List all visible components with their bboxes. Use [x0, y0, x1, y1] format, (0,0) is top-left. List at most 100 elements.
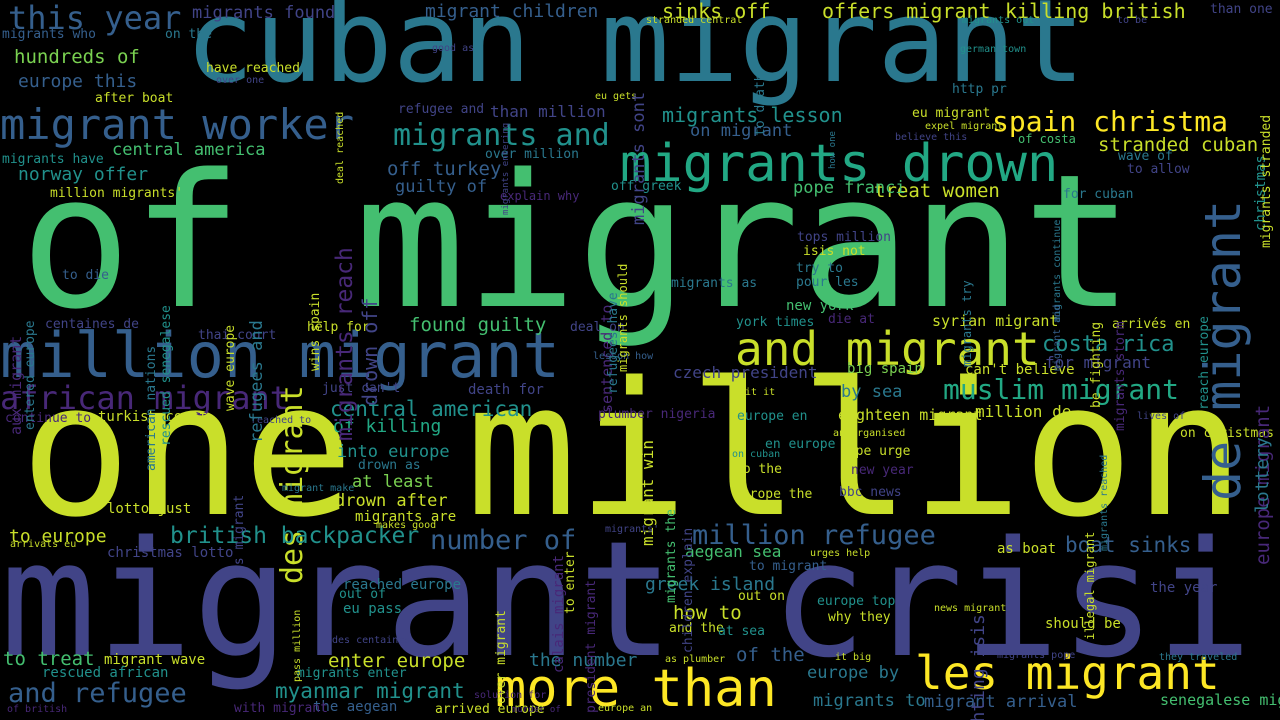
- cloud-word: lottery: [1252, 437, 1273, 513]
- cloud-word: pope franci: [793, 178, 906, 198]
- cloud-word: of migrant: [20, 134, 1134, 350]
- cloud-word: into europe: [337, 442, 450, 462]
- cloud-word: to europe: [9, 526, 107, 547]
- cloud-word: czech president: [673, 363, 818, 382]
- cloud-word: to enter: [563, 551, 578, 614]
- cloud-word: guilty of: [395, 177, 488, 197]
- cloud-word: bbc news: [839, 485, 902, 500]
- cloud-word: this year: [8, 0, 182, 37]
- cloud-word: costa rica: [1042, 332, 1175, 357]
- cloud-word: on cuban: [732, 449, 781, 460]
- cloud-word: as boat: [997, 541, 1057, 557]
- cloud-word: hit it: [739, 387, 776, 398]
- cloud-word: murder of: [512, 705, 561, 715]
- cloud-word: plumber nigeria: [598, 407, 716, 422]
- cloud-word: migrants sont: [629, 92, 649, 226]
- cloud-word: by sea: [841, 382, 903, 402]
- cloud-word: migrants the: [664, 509, 679, 603]
- cloud-word: british backpacker: [170, 523, 420, 549]
- cloud-word: help for: [307, 320, 370, 335]
- cloud-word: to be: [1117, 15, 1148, 26]
- cloud-word: and migrant: [735, 322, 1040, 376]
- cloud-word: out of: [339, 587, 386, 602]
- cloud-word: des centaines: [332, 635, 411, 646]
- cloud-word: europe by: [807, 663, 900, 683]
- cloud-word: solution for: [474, 690, 547, 701]
- cloud-word: urges help: [810, 548, 871, 559]
- cloud-word: fighting isis: [968, 614, 989, 720]
- cloud-word: spain christma: [992, 105, 1229, 138]
- cloud-word: african migrant: [0, 379, 289, 417]
- cloud-word: europe this: [18, 71, 138, 92]
- cloud-word: drown after: [335, 491, 448, 511]
- cloud-word: senegalese migrant: [1160, 691, 1280, 709]
- cloud-word: muslim migrant: [943, 373, 1180, 406]
- cloud-word: arrivals eu: [10, 539, 77, 550]
- cloud-word: of british: [7, 704, 68, 715]
- cloud-word: more than: [495, 659, 777, 719]
- cloud-word: migrant make: [282, 483, 355, 494]
- cloud-word: try to: [796, 261, 843, 276]
- cloud-word: deal reached: [335, 112, 346, 185]
- cloud-word: aux migrant: [7, 336, 25, 436]
- cloud-word: migrants pope: [997, 650, 1076, 661]
- cloud-word: reached to: [251, 415, 312, 426]
- cloud-word: out on: [738, 589, 785, 604]
- cloud-word: explain why: [500, 189, 580, 203]
- cloud-word: migrants try: [960, 280, 974, 367]
- cloud-word: migrants enter: [297, 666, 407, 681]
- cloud-word: how to: [673, 602, 742, 624]
- cloud-word: europe an: [598, 703, 653, 714]
- cloud-word: drown off: [358, 298, 382, 407]
- cloud-word: europe en: [737, 409, 808, 424]
- cloud-word: christmas lotto: [107, 545, 234, 561]
- cloud-word: an organised: [833, 428, 906, 439]
- cloud-word: isis not: [803, 244, 866, 259]
- cloud-word: over million: [485, 147, 579, 162]
- cloud-word: rescued senegalese: [159, 305, 174, 446]
- cloud-word: to death: [753, 73, 768, 136]
- cloud-word: children explain: [681, 528, 696, 654]
- cloud-word: stranded central: [646, 15, 743, 26]
- cloud-word: die at: [828, 312, 875, 327]
- cloud-word: of costa: [1018, 132, 1076, 146]
- cloud-word: pope urge: [840, 444, 911, 459]
- cloud-word: it big: [835, 652, 872, 663]
- cloud-word: arrivés en: [1112, 317, 1191, 332]
- cloud-word: eu migrant: [912, 106, 991, 121]
- cloud-word: migrants lesson: [662, 103, 843, 127]
- cloud-word: greek island: [645, 574, 776, 595]
- cloud-word: good as: [432, 43, 475, 54]
- cloud-word: refugee and: [398, 102, 485, 117]
- cloud-word: pour les: [796, 275, 859, 290]
- cloud-word: over one: [216, 75, 265, 86]
- cloud-word: migrants to: [813, 691, 926, 711]
- cloud-word: american nations: [144, 346, 159, 472]
- cloud-word: for cuban: [1063, 187, 1134, 202]
- cloud-word: be fighting: [1089, 322, 1104, 409]
- cloud-word: central american: [330, 397, 533, 421]
- cloud-word: stranded cuban: [1098, 134, 1259, 156]
- cloud-word: for migrant: [1045, 353, 1151, 372]
- cloud-word: norway offer: [18, 164, 149, 185]
- cloud-word: refugees have: [606, 292, 621, 394]
- cloud-word: migrant worker: [0, 100, 355, 149]
- cloud-word: killing british: [1005, 0, 1186, 23]
- cloud-word: migrants are: [355, 509, 457, 525]
- cloud-word: rescued african: [42, 665, 169, 681]
- cloud-word: treat women: [874, 180, 1000, 202]
- cloud-word: deal on: [570, 320, 625, 335]
- cloud-word: drown as: [358, 458, 421, 473]
- cloud-word: central america: [112, 140, 266, 160]
- cloud-word: expel migrant: [925, 121, 1004, 132]
- cloud-word: on the: [165, 27, 212, 42]
- cloud-word: wins spain: [308, 293, 323, 372]
- cloud-word: new year: [851, 463, 914, 478]
- cloud-word: they traveled: [1159, 652, 1238, 663]
- cloud-word: centaines de: [45, 317, 139, 332]
- cloud-word: offers migrant: [822, 0, 991, 23]
- cloud-word: arrived europe: [435, 702, 545, 717]
- cloud-word: wave europe: [223, 325, 238, 412]
- cloud-word: migrant wave: [104, 652, 206, 668]
- cloud-word: refugees and: [247, 320, 267, 443]
